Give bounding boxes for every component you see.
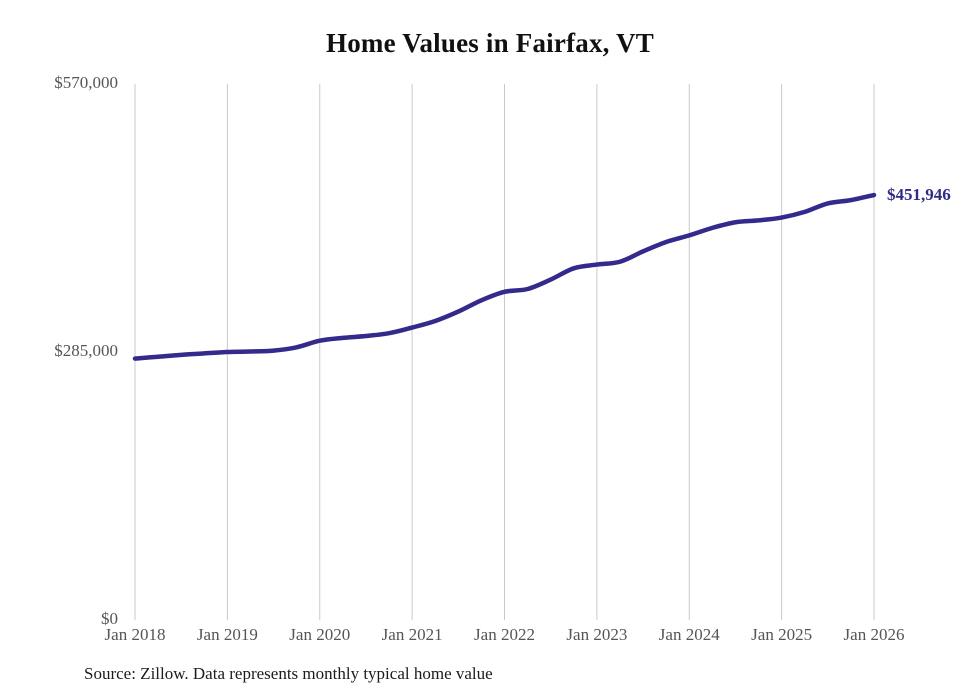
series-line (132, 192, 877, 361)
x-axis-tick-label: Jan 2025 (751, 625, 813, 644)
end-value-label: $451,946 (887, 185, 951, 204)
y-axis-tick-label: $570,000 (54, 73, 118, 92)
source-note: Source: Zillow. Data represents monthly … (84, 664, 493, 683)
x-axis-tick-label: Jan 2023 (566, 625, 628, 644)
x-axis-tick-label: Jan 2020 (289, 625, 351, 644)
series-group (132, 192, 877, 361)
x-axis-tick-label: Jan 2024 (658, 625, 720, 644)
x-axis-tick-label: Jan 2021 (381, 625, 443, 644)
page-title: Home Values in Fairfax, VT (326, 28, 654, 58)
x-axis-tick-label: Jan 2019 (196, 625, 258, 644)
y-axis-tick-label: $285,000 (54, 341, 118, 360)
y-axis-tick-label: $0 (101, 609, 118, 628)
x-axis-tick-label: Jan 2026 (843, 625, 905, 644)
x-axis-tick-label: Jan 2018 (104, 625, 166, 644)
x-axis-tick-label: Jan 2022 (474, 625, 535, 644)
